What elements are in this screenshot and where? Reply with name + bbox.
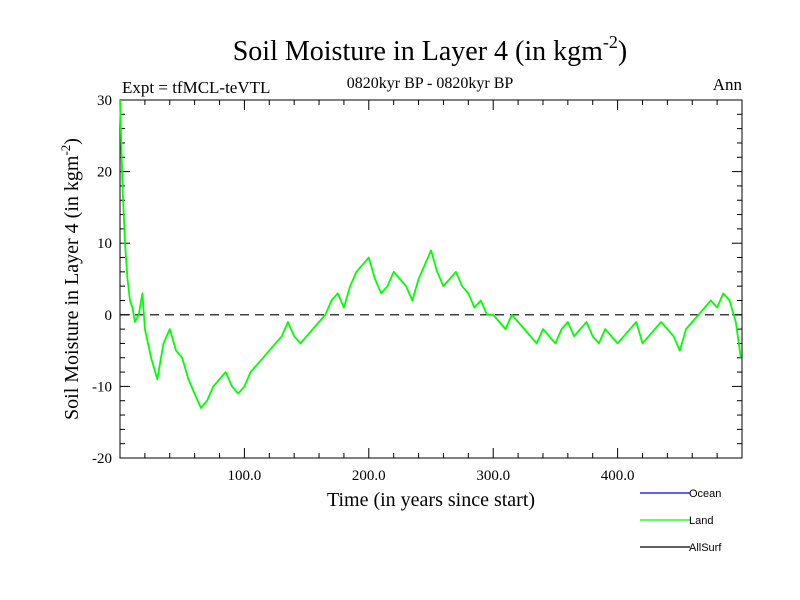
y-tick-label: -10: [92, 379, 112, 395]
y-tick-label: -20: [92, 451, 112, 467]
subtitle-left: Expt = tfMCL-teVTL: [122, 78, 270, 97]
series-line-land: [119, 99, 742, 409]
x-tick-label: 300.0: [476, 468, 510, 484]
x-tick-label: 400.0: [601, 468, 635, 484]
chart-title-close: ): [618, 36, 627, 67]
subtitle-right: Ann: [713, 75, 743, 94]
axis-ticks: 100.0 200.0 300.0 400.0 30 20 10 0 -10 -20: [92, 93, 742, 484]
x-tick-label: 100.0: [228, 468, 262, 484]
y-tick-label: 10: [97, 236, 112, 252]
legend-label-land: Land: [689, 515, 713, 527]
x-axis-label: Time (in years since start): [327, 489, 535, 511]
legend: Ocean Land AllSurf: [640, 488, 722, 554]
y-axis-label: Soil Moisture in Layer 4 (in kgm-2): [58, 138, 83, 420]
chart-title-text: Soil Moisture in Layer 4 (in kgm: [233, 36, 603, 67]
plot-frame: [119, 99, 743, 459]
series-group: [119, 99, 742, 409]
y-tick-label: 20: [97, 165, 112, 181]
y-axis-label-close: ): [61, 138, 83, 145]
legend-label-ocean: Ocean: [689, 488, 721, 500]
y-axis-label-text: Soil Moisture in Layer 4 (in kgm: [61, 155, 83, 420]
x-tick-label: 200.0: [352, 468, 386, 484]
y-tick-label: 30: [97, 93, 112, 109]
subtitle-center: 0820kyr BP - 0820kyr BP: [347, 75, 514, 92]
chart-title-exponent: -2: [603, 32, 618, 52]
legend-label-allsurf: AllSurf: [689, 542, 722, 554]
y-axis-label-exponent: -2: [58, 145, 73, 156]
y-tick-label: 0: [105, 308, 113, 324]
chart-title: Soil Moisture in Layer 4 (in kgm-2): [233, 32, 628, 67]
